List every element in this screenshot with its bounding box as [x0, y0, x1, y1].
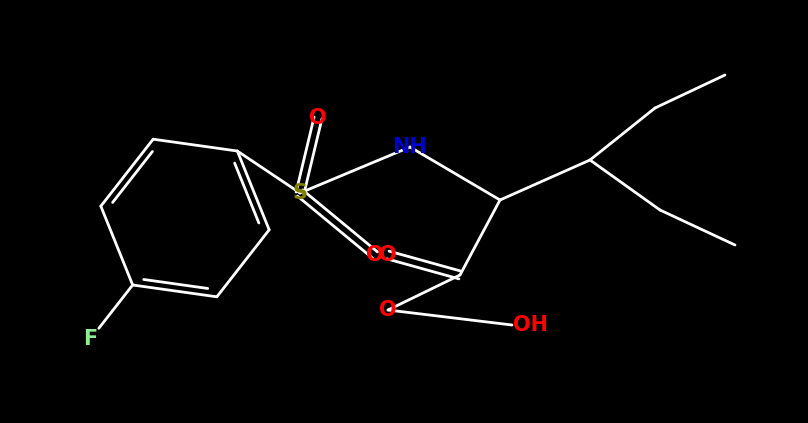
Text: S: S [292, 183, 308, 203]
Text: O: O [309, 108, 326, 128]
Text: O: O [379, 245, 397, 265]
Text: O: O [366, 245, 384, 265]
Text: O: O [379, 300, 397, 320]
Text: NH: NH [393, 137, 427, 157]
Text: OH: OH [512, 315, 548, 335]
Text: F: F [83, 330, 97, 349]
